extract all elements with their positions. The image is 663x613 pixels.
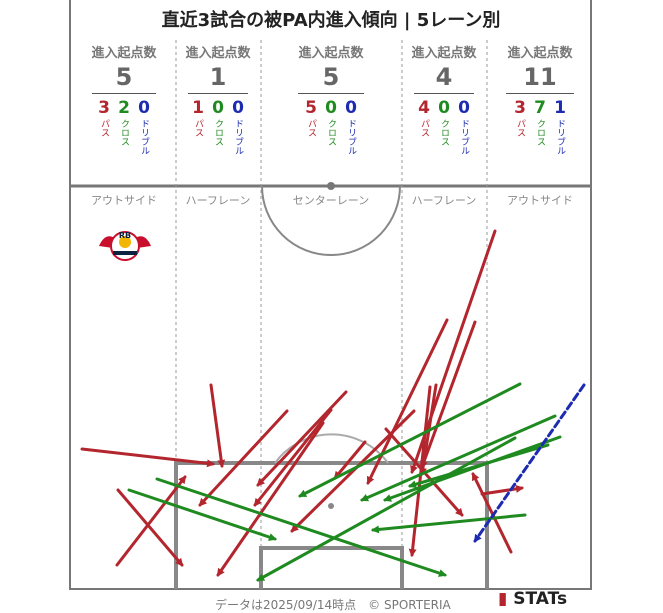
arrow-layer: [80, 229, 586, 582]
cross-count: 0: [212, 98, 224, 118]
cross-count: 0: [438, 98, 450, 118]
cross-arrow-18: [298, 382, 522, 498]
brand-logo: ▮ STATs: [498, 589, 567, 609]
footer-note: データは2025/09/14時点 © SPORTERIA: [215, 598, 451, 612]
cross-arrow-24: [127, 488, 277, 541]
pass-arrow-9: [290, 409, 416, 533]
cross-label: クロス: [326, 119, 336, 146]
pass-count: 3: [98, 98, 110, 118]
lane-name-0: アウトサイド: [91, 194, 157, 207]
lane-label: 進入起点数: [411, 46, 477, 61]
center-circle: [261, 185, 401, 256]
lane-header-2: 進入起点数 5 5 パス 0 クロス 0 ドリブル: [290, 42, 372, 155]
pass-label: パス: [193, 119, 203, 137]
goal-area: [259, 546, 404, 589]
pass-arrow-16: [333, 440, 367, 480]
cross-label: クロス: [213, 119, 223, 146]
lane-label: 進入起点数: [91, 46, 157, 61]
brand-mark-icon: ▮: [498, 589, 508, 609]
lane-name-3: ハーフレーン: [411, 194, 477, 207]
pass-label: パス: [306, 119, 316, 137]
pass-arrow-13: [471, 472, 513, 554]
cross-arrow-19: [360, 414, 557, 502]
lane-counts: 3 パス 7 クロス 1 ドリブル: [498, 99, 582, 155]
penalty-spot: [328, 503, 334, 509]
lane-total: 4: [435, 63, 453, 91]
cross-label: クロス: [439, 119, 449, 146]
cross-arrow-22: [371, 513, 527, 534]
pass-count: 5: [305, 98, 317, 118]
cross-label: クロス: [535, 119, 545, 146]
pass-arrow-8: [216, 421, 325, 577]
pass-count: 3: [514, 98, 526, 118]
pass-count: 4: [418, 98, 430, 118]
lane-header-1: 進入起点数 1 1 パス 0 クロス 0 ドリブル: [180, 42, 256, 155]
lane-name-4: アウトサイド: [507, 194, 573, 207]
center-spot: [327, 182, 335, 190]
dribble-count: 0: [458, 98, 470, 118]
lane-counts: 1 パス 0 クロス 0 ドリブル: [180, 99, 256, 155]
cross-label: クロス: [119, 119, 129, 146]
lane-rule: [414, 93, 474, 94]
dribble-count: 0: [345, 98, 357, 118]
lane-total: 5: [115, 63, 133, 91]
lane-rule: [506, 93, 574, 94]
lane-header-3: 進入起点数 4 4 パス 0 クロス 0 ドリブル: [406, 42, 482, 155]
club-logo-text: RB: [119, 231, 131, 240]
pass-arrow-15: [115, 475, 187, 567]
dribble-label: ドリブル: [555, 119, 565, 155]
dribble-arrow-26: [473, 383, 586, 543]
cross-count: 2: [118, 98, 130, 118]
dribble-label: ドリブル: [139, 119, 149, 155]
club-logo: RB: [99, 231, 151, 261]
dribble-label: ドリブル: [459, 119, 469, 155]
cross-arrow-21: [408, 443, 550, 489]
dribble-count: 0: [138, 98, 150, 118]
lane-counts: 5 パス 0 クロス 0 ドリブル: [290, 99, 372, 155]
pass-arrow-14: [116, 488, 184, 567]
pass-label: パス: [99, 119, 109, 137]
cross-count: 7: [534, 98, 546, 118]
lane-label: 進入起点数: [298, 46, 364, 61]
dribble-label: ドリブル: [233, 119, 243, 155]
pass-arrow-4: [80, 447, 215, 468]
brand-text: STATs: [513, 589, 568, 609]
lane-total: 1: [209, 63, 227, 91]
lane-name-1: ハーフレーン: [185, 194, 251, 207]
penalty-arc: [274, 433, 389, 464]
lane-header-4: 進入起点数 11 3 パス 7 クロス 1 ドリブル: [498, 42, 582, 155]
lane-name-2: センターレーン: [292, 194, 370, 207]
cross-count: 0: [325, 98, 337, 118]
cross-arrow-25: [256, 436, 517, 582]
pass-arrow-1: [420, 320, 477, 469]
lane-rule: [188, 93, 248, 94]
lane-total: 5: [322, 63, 340, 91]
pass-label: パス: [419, 119, 429, 137]
pass-arrow-6: [253, 408, 333, 507]
lane-total: 11: [523, 63, 557, 91]
lane-label: 進入起点数: [185, 46, 251, 61]
pass-arrow-3: [209, 383, 226, 468]
lane-counts: 4 パス 0 クロス 0 ドリブル: [406, 99, 482, 155]
dribble-label: ドリブル: [346, 119, 356, 155]
pass-arrow-7: [198, 409, 289, 507]
lane-label: 進入起点数: [507, 46, 573, 61]
dribble-count: 1: [554, 98, 566, 118]
chart-title: 直近3試合の被PA内進入傾向 | 5レーン別: [161, 10, 501, 31]
pass-arrow-5: [256, 390, 348, 487]
pass-label: パス: [515, 119, 525, 137]
lane-rule: [298, 93, 364, 94]
lane-rule: [92, 93, 156, 94]
cross-arrow-23: [155, 477, 447, 577]
dribble-count: 0: [232, 98, 244, 118]
lane-counts: 3 パス 2 クロス 0 ドリブル: [84, 99, 164, 155]
pass-arrow-17: [480, 484, 524, 496]
lane-header-0: 進入起点数 5 3 パス 2 クロス 0 ドリブル: [84, 42, 164, 155]
pass-count: 1: [192, 98, 204, 118]
